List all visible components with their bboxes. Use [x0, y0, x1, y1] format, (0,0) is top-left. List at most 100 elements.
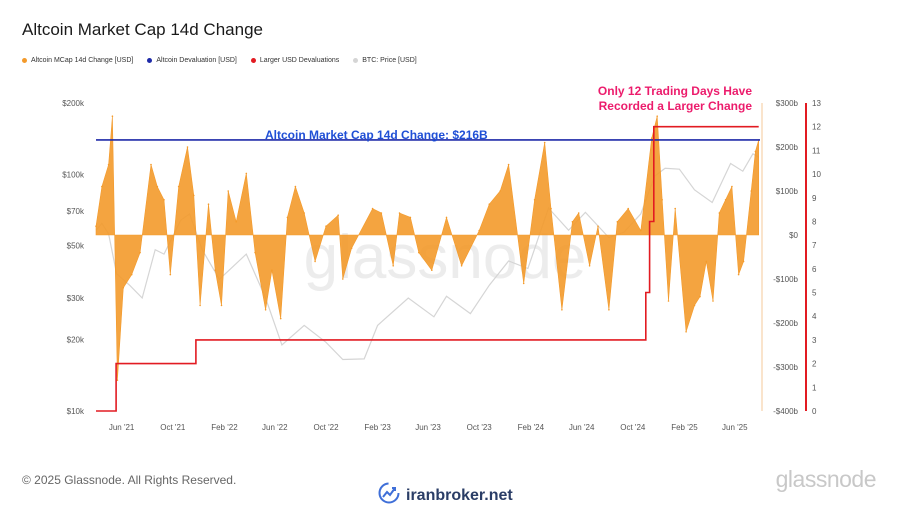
altcoin-change-point-16	[207, 203, 210, 205]
x-tick-11: Feb '25	[671, 423, 698, 432]
altcoin-change-point-15	[199, 304, 201, 307]
left-tick-30000: $30k	[67, 294, 85, 303]
altcoin-change-point-21	[245, 172, 248, 175]
count-tick-3: 3	[812, 336, 817, 345]
altcoin-change-point-69	[712, 300, 714, 302]
altcoin-change-point-1	[101, 185, 103, 188]
altcoin-change-point-76	[754, 150, 757, 153]
x-tick-6: Jun '23	[415, 423, 441, 432]
altcoin-change-point-37	[398, 212, 401, 214]
altcoin-change-point-35	[380, 212, 383, 214]
count-tick-11: 11	[812, 146, 821, 155]
x-tick-9: Jun '24	[569, 423, 595, 432]
altcoin-change-point-55	[597, 225, 599, 227]
left-tick-70000: $70k	[67, 207, 85, 216]
altcoin-change-point-11	[169, 273, 172, 276]
chart-title: Altcoin Market Cap 14d Change	[22, 20, 263, 39]
altcoin-change-point-41	[445, 216, 448, 219]
altcoin-change-point-2	[107, 163, 110, 166]
site-name: iranbroker.net	[406, 486, 513, 504]
altcoin-change-point-14	[193, 194, 195, 197]
legend-label-btc-price: BTC: Price [USD]	[362, 57, 417, 64]
x-tick-7: Oct '23	[467, 423, 493, 432]
altcoin-change-point-48	[533, 199, 536, 201]
altcoin-change-point-39	[418, 251, 420, 254]
legend-item-larger-devaluations[interactable]: Larger USD Devaluations	[250, 57, 340, 64]
count-tick-4: 4	[812, 312, 817, 321]
altcoin-change-point-75	[750, 190, 752, 192]
altcoin-change-point-36	[392, 265, 395, 267]
altcoin-change-point-42	[460, 265, 463, 267]
legend-dot-altcoin-devaluation	[147, 58, 153, 63]
trend-chart-icon	[378, 482, 400, 509]
altcoin-change-point-72	[731, 185, 733, 188]
altcoin-change-point-67	[699, 295, 701, 298]
right-tick-100: $100b	[776, 187, 799, 196]
x-tick-4: Oct '22	[313, 423, 339, 432]
altcoin-change-point-51	[561, 309, 563, 311]
altcoin-change-point-38	[409, 216, 412, 219]
altcoin-change-point-43	[478, 229, 481, 232]
count-tick-9: 9	[812, 194, 817, 203]
altcoin-change-point-26	[286, 216, 289, 219]
legend-item-altcoin-change[interactable]: Altcoin MCap 14d Change [USD]	[22, 57, 133, 64]
x-tick-1: Oct '21	[160, 423, 186, 432]
site-badge[interactable]: iranbroker.net	[378, 482, 513, 509]
altcoin-change-point-17	[214, 269, 216, 272]
right-tick--200: -$200b	[773, 319, 798, 328]
annotation-altcoin-change: Altcoin Market Cap 14d Change: $216B	[265, 128, 488, 142]
legend-item-btc-price[interactable]: BTC: Price [USD]	[353, 57, 417, 64]
altcoin-change-point-31	[337, 214, 340, 216]
altcoin-change-point-58	[627, 207, 629, 210]
altcoin-change-point-74	[742, 260, 745, 263]
right-tick-200: $200b	[776, 143, 799, 152]
legend-item-altcoin-devaluation[interactable]: Altcoin Devaluation [USD]	[147, 57, 237, 64]
x-tick-12: Jun '25	[722, 423, 748, 432]
annotation-larger-change-line-1: Only 12 Trading Days Have	[598, 84, 752, 98]
btc-price-line	[95, 152, 760, 361]
x-tick-10: Oct '24	[620, 423, 646, 432]
brand-logo: glassnode	[775, 466, 877, 492]
right-tick--300: -$300b	[773, 363, 798, 372]
altcoin-change-point-24	[271, 269, 273, 272]
altcoin-change-point-0	[95, 225, 97, 227]
larger-devaluations-line	[96, 125, 759, 412]
altcoin-change-point-9	[156, 185, 159, 188]
altcoin-change-point-25	[279, 317, 282, 320]
altcoin-change-point-4	[116, 379, 119, 382]
altcoin-change-point-34	[371, 207, 374, 210]
altcoin-change-point-50	[550, 207, 552, 210]
altcoin-change-point-49	[543, 141, 546, 144]
altcoin-change-point-44	[488, 203, 491, 205]
altcoin-change-point-6	[130, 273, 133, 276]
x-tick-8: Feb '24	[518, 423, 545, 432]
altcoin-change-point-5	[122, 287, 125, 289]
count-tick-5: 5	[812, 289, 817, 298]
altcoin-change-point-47	[522, 282, 525, 285]
legend-dot-larger-devaluations	[250, 58, 256, 63]
altcoin-change-point-68	[705, 260, 708, 263]
altcoin-change-point-53	[577, 212, 580, 214]
altcoin-change-point-12	[177, 185, 180, 188]
legend-label-larger-devaluations: Larger USD Devaluations	[259, 57, 340, 64]
altcoin-change-point-59	[640, 229, 642, 232]
x-tick-0: Jun '21	[109, 423, 135, 432]
altcoin-change-point-63	[667, 300, 670, 302]
altcoin-change-point-10	[163, 199, 165, 201]
altcoin-change-point-40	[431, 269, 433, 272]
altcoin-change-point-46	[507, 163, 510, 166]
annotation-larger-change-line-2: Recorded a Larger Change	[599, 99, 753, 113]
x-tick-2: Feb '22	[211, 423, 238, 432]
count-tick-0: 0	[812, 407, 817, 416]
altcoin-change-point-20	[235, 221, 237, 223]
altcoin-change-point-54	[588, 265, 591, 267]
altcoin-change-point-13	[186, 146, 189, 148]
altcoin-change-point-19	[227, 190, 229, 192]
count-tick-2: 2	[812, 360, 817, 369]
legend-label-altcoin-devaluation: Altcoin Devaluation [USD]	[156, 57, 237, 64]
left-tick-100000: $100k	[62, 170, 85, 179]
altcoin-change-point-66	[693, 304, 696, 307]
left-tick-10000: $10k	[67, 407, 85, 416]
altcoin-change-point-18	[220, 304, 223, 307]
